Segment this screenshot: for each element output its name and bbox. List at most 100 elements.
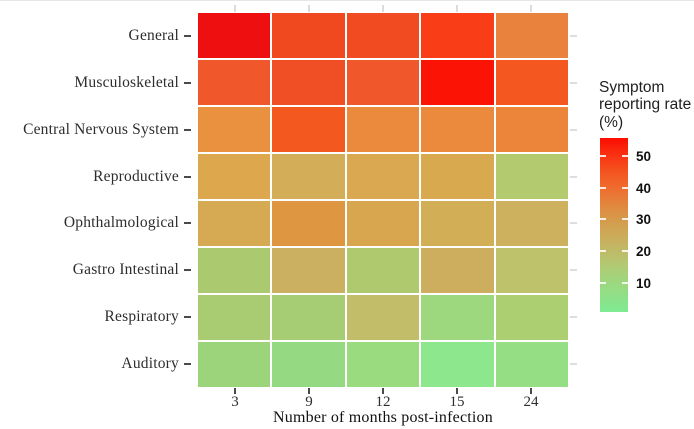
heatmap-cell <box>198 248 271 293</box>
legend-tick-mark <box>622 250 628 253</box>
y-axis-row: Musculoskeletal <box>0 60 191 107</box>
heatmap-cell <box>272 154 345 199</box>
y-axis-row: General <box>0 13 191 60</box>
heatmap-cell <box>346 60 420 105</box>
right-tick-mark <box>570 269 577 272</box>
y-axis-label: General <box>128 27 179 45</box>
heatmap-cell <box>421 60 494 105</box>
heatmap-cell <box>272 60 345 105</box>
heatmap-cell <box>495 107 568 152</box>
right-tick-mark <box>570 128 577 131</box>
right-tick-mark <box>570 362 577 365</box>
legend-title: Symptom reporting rate (%) <box>599 79 692 131</box>
heatmap-cell <box>272 248 345 293</box>
heatmap-cell <box>495 154 568 199</box>
y-tick-mark <box>184 128 191 131</box>
legend-tick-mark <box>622 186 628 189</box>
heatmap-cell <box>198 60 271 105</box>
heatmap-cell <box>346 107 420 152</box>
y-tick-mark <box>184 82 191 85</box>
right-axis-ticks <box>570 13 578 387</box>
heatmap-cell <box>198 13 271 58</box>
heatmap-cell <box>272 342 345 387</box>
heatmap-cell <box>495 295 568 340</box>
heatmap-cell <box>346 201 420 246</box>
heatmap-cell <box>346 154 420 199</box>
legend-tick-mark <box>600 155 606 158</box>
legend-tick-mark <box>600 186 606 189</box>
legend-tick-label: 50 <box>636 149 652 165</box>
x-axis-title: Number of months post-infection <box>273 409 493 426</box>
heatmap-cell <box>495 201 568 246</box>
legend-tick-label: 10 <box>636 275 652 291</box>
top-axis-ticks <box>198 5 568 12</box>
x-tick-label: 12 <box>375 394 391 410</box>
y-axis-row: Ophthalmological <box>0 200 191 247</box>
heatmap-cell <box>198 107 271 152</box>
y-tick-mark <box>184 315 191 318</box>
y-axis-label: Central Nervous System <box>23 120 179 138</box>
legend-tick-label: 40 <box>636 180 652 196</box>
y-axis-label: Gastro Intestinal <box>72 261 179 279</box>
y-tick-mark <box>184 269 191 272</box>
heatmap-cell <box>421 295 494 340</box>
y-tick-mark <box>184 175 191 178</box>
heatmap-cell <box>272 107 345 152</box>
heatmap-cell <box>272 295 345 340</box>
x-tick-mark <box>456 388 458 394</box>
y-axis-row: Reproductive <box>0 153 191 200</box>
top-tick-mark <box>382 5 384 12</box>
heatmap-cell <box>421 13 494 58</box>
y-axis-label: Respiratory <box>104 307 179 325</box>
legend-tick-label: 30 <box>636 212 652 228</box>
x-tick-label: 24 <box>523 394 539 410</box>
legend-tick-mark <box>600 250 606 253</box>
heatmap-cell <box>198 154 271 199</box>
heatmap-cell <box>346 13 420 58</box>
x-tick-mark <box>308 388 310 394</box>
x-tick-mark <box>234 388 236 394</box>
x-tick-mark <box>530 388 532 394</box>
y-tick-mark <box>184 35 191 38</box>
top-tick-mark <box>456 5 458 12</box>
x-tick-label: 3 <box>231 394 239 410</box>
y-tick-mark <box>184 222 191 225</box>
legend-colorbar <box>600 138 628 312</box>
heatmap-cell <box>198 295 271 340</box>
heatmap-grid <box>198 13 568 387</box>
heatmap-cell <box>495 13 568 58</box>
y-axis-labels: General Musculoskeletal Central Nervous Sy… <box>0 13 191 387</box>
right-tick-mark <box>570 175 577 178</box>
y-axis-label: Reproductive <box>93 167 179 185</box>
heatmap-cell <box>495 248 568 293</box>
heatmap-cell <box>272 13 345 58</box>
right-tick-mark <box>570 35 577 38</box>
heatmap-cell <box>346 342 420 387</box>
x-tick-label: 15 <box>449 394 465 410</box>
legend-tick-mark <box>600 281 606 284</box>
legend-tick-mark <box>622 218 628 221</box>
heatmap-cell <box>421 154 494 199</box>
y-tick-mark <box>184 362 191 365</box>
legend-tick-label: 20 <box>636 244 652 260</box>
heatmap-cell <box>421 342 494 387</box>
x-tick-label: 9 <box>305 394 313 410</box>
heatmap-cell <box>421 107 494 152</box>
heatmap-cell <box>346 248 420 293</box>
heatmap-cell <box>198 201 271 246</box>
x-axis: 3 9 12 15 24 <box>198 388 568 410</box>
legend-tick-mark <box>622 155 628 158</box>
legend-tick-mark <box>622 281 628 284</box>
x-tick-mark <box>382 388 384 394</box>
right-tick-mark <box>570 82 577 85</box>
right-tick-mark <box>570 315 577 318</box>
heatmap-cell <box>495 342 568 387</box>
heatmap-cell <box>346 295 420 340</box>
heatmap-cell <box>198 342 271 387</box>
y-axis-label: Auditory <box>121 354 179 372</box>
right-tick-mark <box>570 222 577 225</box>
heatmap-cell <box>421 248 494 293</box>
legend-tick-mark <box>600 218 606 221</box>
top-tick-mark <box>308 5 310 12</box>
y-axis-label: Musculoskeletal <box>74 74 179 92</box>
